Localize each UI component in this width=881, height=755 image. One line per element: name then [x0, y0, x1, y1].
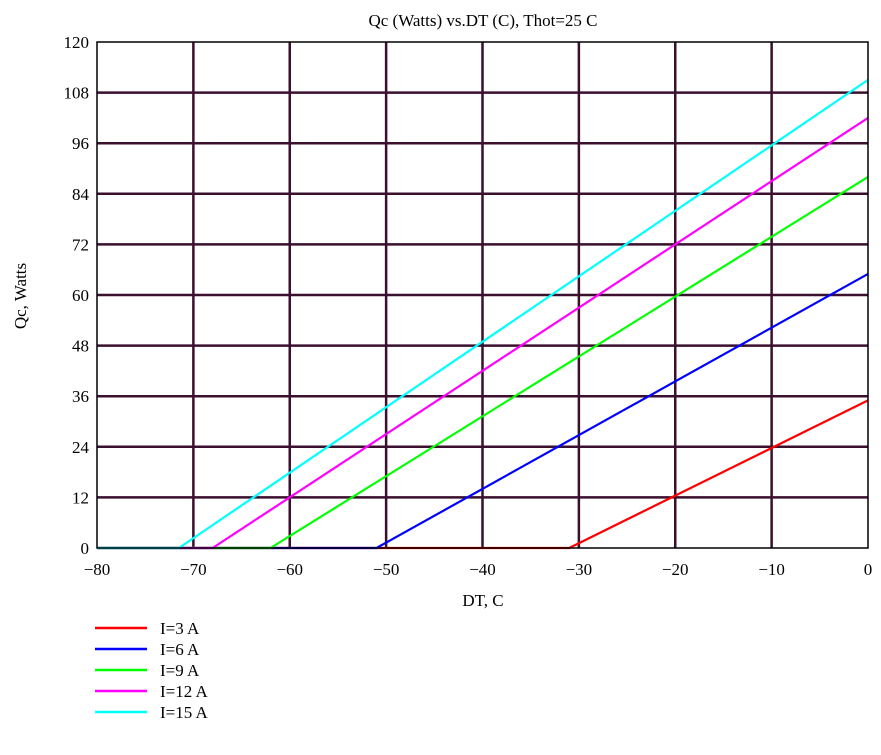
y-axis-label: Qc, Watts	[11, 263, 30, 329]
y-tick-label: 84	[72, 185, 90, 204]
x-tick-label: −60	[276, 560, 303, 579]
y-tick-label: 60	[72, 286, 89, 305]
legend-label: I=15 A	[160, 703, 209, 722]
x-tick-label: −80	[84, 560, 111, 579]
y-tick-labels: 0 12 24 36 48 60 72 84 96 108 120	[64, 33, 90, 558]
x-tick-labels: −80 −70 −60 −50 −40 −30 −20 −10 0	[84, 560, 873, 579]
x-tick-label: −30	[566, 560, 593, 579]
x-tick-label: −40	[469, 560, 496, 579]
x-axis-label: DT, C	[462, 591, 503, 610]
x-tick-label: 0	[864, 560, 873, 579]
y-tick-label: 36	[72, 387, 89, 406]
legend-label: I=12 A	[160, 682, 209, 701]
grid	[97, 42, 868, 548]
legend: I=3 A I=6 A I=9 A I=12 A I=15 A	[95, 619, 209, 722]
legend-label: I=6 A	[160, 640, 200, 659]
y-tick-label: 0	[81, 539, 90, 558]
x-tick-label: −50	[373, 560, 400, 579]
y-tick-label: 120	[64, 33, 90, 52]
x-tick-label: −70	[180, 560, 207, 579]
y-tick-label: 24	[72, 438, 90, 457]
y-tick-label: 96	[72, 134, 89, 153]
x-tick-label: −20	[662, 560, 689, 579]
y-tick-label: 12	[72, 488, 89, 507]
y-tick-label: 48	[72, 337, 89, 356]
legend-label: I=9 A	[160, 661, 200, 680]
x-tick-label: −10	[758, 560, 785, 579]
plot-frame	[96, 41, 869, 549]
y-tick-label: 108	[64, 84, 90, 103]
y-tick-label: 72	[72, 235, 89, 254]
legend-label: I=3 A	[160, 619, 200, 638]
chart-title: Qc (Watts) vs.DT (C), Thot=25 C	[368, 11, 597, 30]
